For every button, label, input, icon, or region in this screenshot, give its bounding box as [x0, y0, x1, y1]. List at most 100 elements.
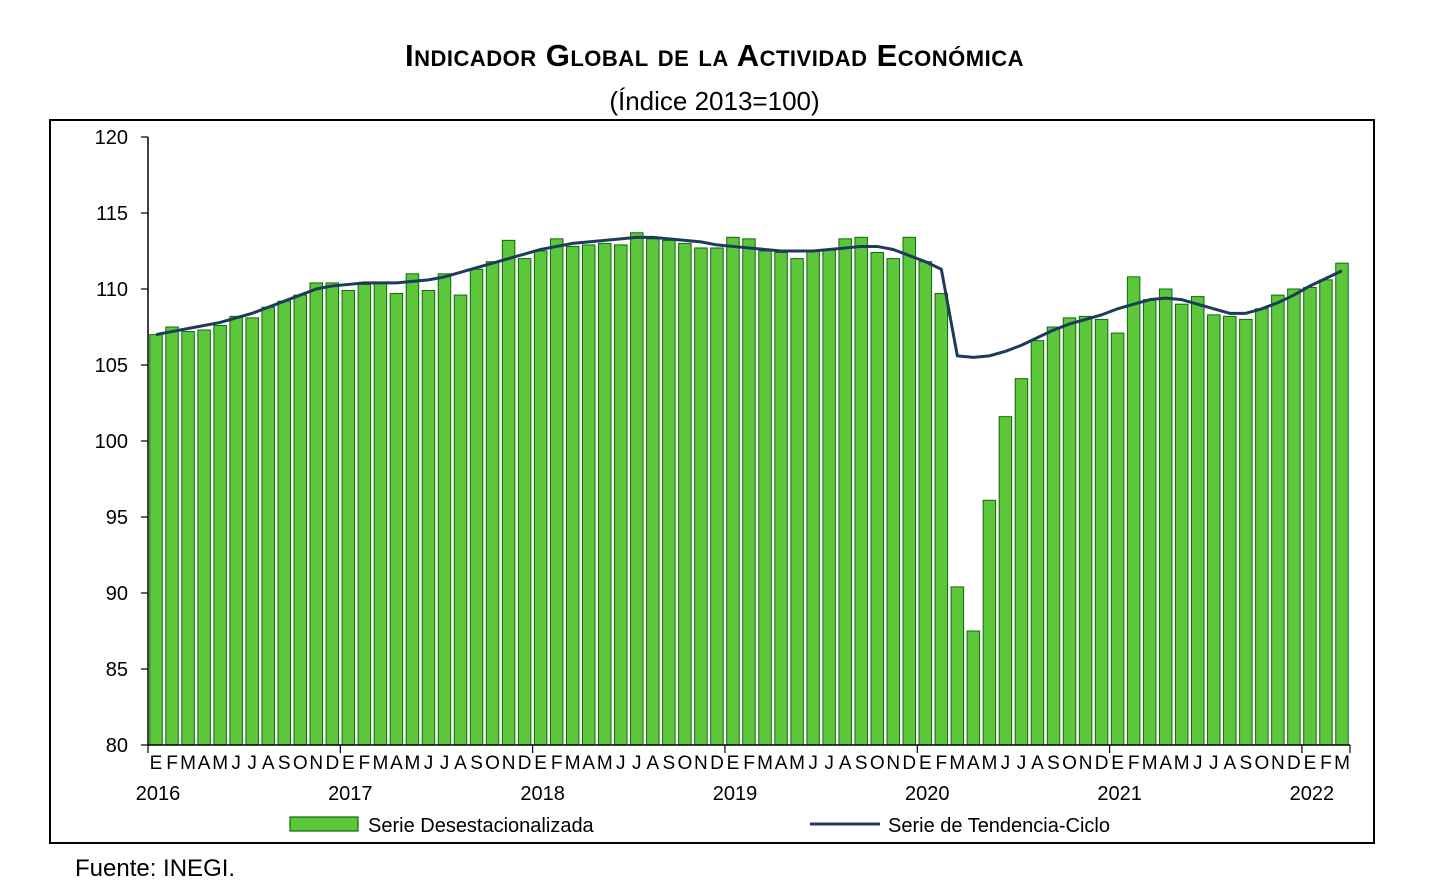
- y-tick-label-4: 100: [95, 431, 128, 453]
- month-label-52: M: [981, 753, 997, 774]
- bar-7: [261, 306, 275, 746]
- month-label-8: S: [278, 753, 291, 774]
- month-label-24: E: [534, 753, 547, 774]
- month-label-71: D: [1287, 753, 1301, 774]
- bar-47: [902, 236, 917, 746]
- month-label-17: J: [424, 753, 434, 774]
- bar-35: [710, 247, 724, 746]
- month-label-30: J: [632, 753, 642, 774]
- month-label-22: N: [502, 753, 516, 774]
- bar-12: [341, 290, 356, 746]
- month-label-65: J: [1193, 753, 1203, 774]
- bar-19: [453, 294, 468, 746]
- bar-11: [325, 282, 340, 746]
- bar-22: [501, 239, 516, 746]
- month-label-28: M: [597, 753, 613, 774]
- month-label-60: E: [1111, 753, 1124, 774]
- month-label-57: O: [1062, 753, 1077, 774]
- month-label-3: A: [198, 753, 211, 774]
- bar-40: [790, 258, 804, 746]
- bar-9: [293, 294, 307, 746]
- month-label-54: J: [1017, 753, 1027, 774]
- bar-10: [309, 282, 324, 746]
- month-label-37: F: [743, 753, 755, 774]
- month-label-58: N: [1079, 753, 1093, 774]
- month-label-46: N: [886, 753, 900, 774]
- y-tick-label-1: 85: [106, 659, 128, 681]
- month-label-18: J: [440, 753, 450, 774]
- month-label-34: N: [694, 753, 708, 774]
- year-label-2019: 2019: [713, 783, 758, 805]
- month-label-43: A: [839, 753, 852, 774]
- month-label-51: A: [967, 753, 980, 774]
- year-label-2021: 2021: [1097, 783, 1142, 805]
- month-label-36: E: [727, 753, 740, 774]
- year-label-2016: 2016: [136, 783, 181, 805]
- legend-swatch-bars: [289, 816, 359, 832]
- y-tick-label-6: 110: [96, 279, 128, 301]
- bar-62: [1142, 299, 1157, 746]
- month-label-0: E: [150, 753, 163, 774]
- bar-49: [934, 293, 949, 746]
- bar-63: [1158, 288, 1173, 746]
- bar-72: [1303, 286, 1317, 746]
- month-label-1: F: [166, 753, 178, 774]
- y-tick-label-3: 95: [106, 507, 128, 529]
- legend-label-line: Serie de Tendencia-Ciclo: [888, 815, 1110, 837]
- month-label-16: M: [405, 753, 421, 774]
- month-label-14: M: [372, 753, 388, 774]
- bar-series: [149, 232, 1349, 746]
- legend-label-bars: Serie Desestacionalizada: [368, 815, 595, 837]
- bar-58: [1078, 315, 1093, 746]
- month-label-19: A: [454, 753, 467, 774]
- bar-52: [982, 499, 997, 746]
- bar-64: [1174, 303, 1189, 746]
- month-label-15: A: [390, 753, 403, 774]
- month-label-7: A: [262, 753, 275, 774]
- y-tick-label-7: 115: [96, 203, 128, 225]
- month-label-39: A: [775, 753, 788, 774]
- month-label-35: D: [710, 753, 724, 774]
- bar-3: [197, 329, 211, 746]
- month-label-59: D: [1095, 753, 1109, 774]
- month-label-74: M: [1334, 753, 1350, 774]
- month-label-67: A: [1223, 753, 1236, 774]
- month-label-38: M: [757, 753, 773, 774]
- month-label-72: E: [1304, 753, 1317, 774]
- bar-27: [581, 244, 596, 746]
- bar-34: [694, 247, 708, 746]
- month-label-49: F: [936, 753, 948, 774]
- month-label-70: N: [1271, 753, 1285, 774]
- bar-66: [1207, 314, 1221, 746]
- month-label-73: F: [1320, 753, 1332, 774]
- bar-51: [966, 630, 981, 746]
- month-label-25: F: [551, 753, 563, 774]
- bar-4: [213, 324, 227, 746]
- bar-70: [1271, 294, 1285, 746]
- year-label-2017: 2017: [328, 783, 373, 805]
- bar-5: [229, 315, 243, 746]
- bar-26: [565, 245, 580, 746]
- month-label-50: M: [949, 753, 965, 774]
- y-tick-label-8: 120: [95, 127, 128, 149]
- bar-55: [1030, 340, 1045, 746]
- bar-38: [758, 250, 772, 746]
- y-tick-label-2: 90: [106, 583, 128, 605]
- bar-59: [1094, 318, 1109, 746]
- month-label-55: A: [1031, 753, 1044, 774]
- bar-68: [1239, 318, 1253, 746]
- bar-69: [1255, 308, 1269, 746]
- month-label-10: N: [309, 753, 323, 774]
- bar-56: [1046, 326, 1061, 746]
- trend-line: [155, 235, 1343, 359]
- bar-21: [485, 261, 500, 746]
- chart-title: Indicador Global de la Actividad Económi…: [404, 38, 1024, 73]
- bar-23: [517, 258, 532, 746]
- bar-13: [357, 283, 372, 746]
- month-label-4: M: [212, 753, 228, 774]
- bar-18: [437, 273, 452, 746]
- bar-43: [838, 238, 852, 746]
- month-label-33: O: [677, 753, 692, 774]
